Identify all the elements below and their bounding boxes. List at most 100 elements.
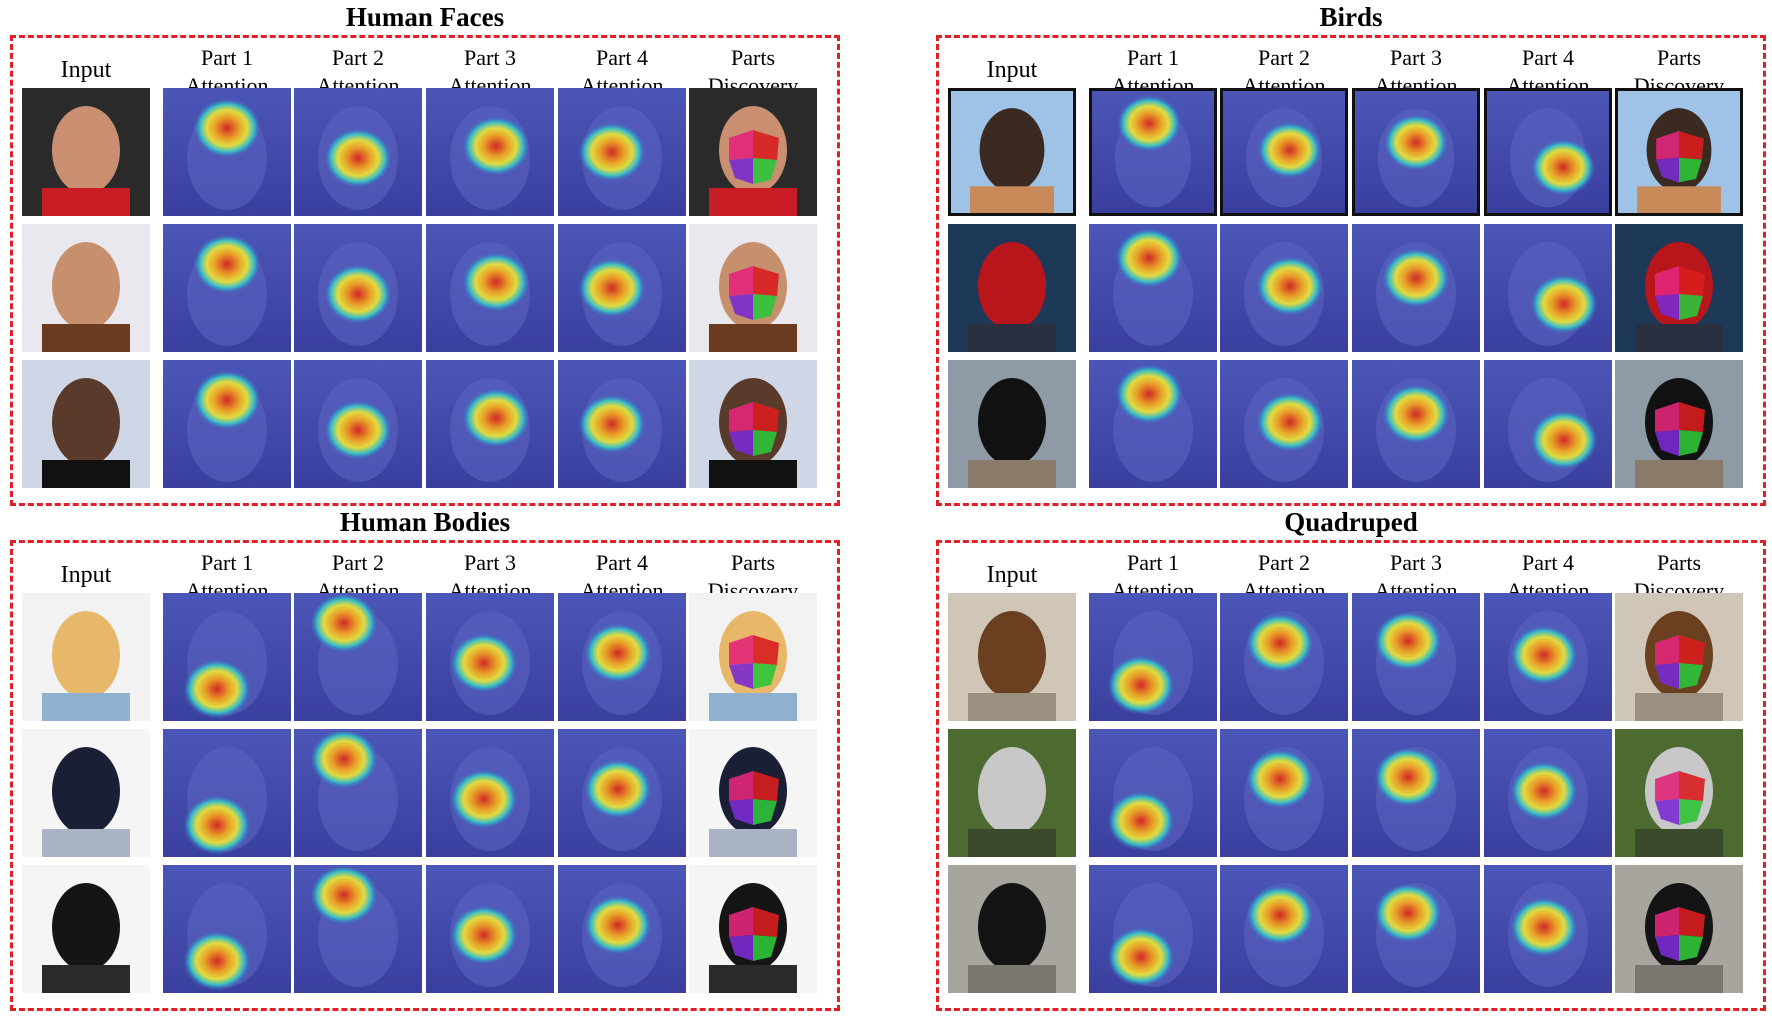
column-header-line: Part 3: [1390, 550, 1442, 575]
part-4-attention-map: [1484, 865, 1612, 993]
input-image: [22, 865, 150, 993]
input-image: [948, 88, 1076, 216]
parts-discovery-image: [1615, 593, 1743, 721]
panel-frame: Input Part 1 Attention Part 2 Attention Part …: [10, 35, 840, 506]
parts-discovery-image: [689, 729, 817, 857]
input-image: [948, 593, 1076, 721]
part-2-attention-map: [1220, 593, 1348, 721]
part-4-attention-map: [1484, 88, 1612, 216]
part-2-attention-map: [294, 593, 422, 721]
part-1-attention-map: [1089, 593, 1217, 721]
parts-discovery-image: [1615, 88, 1743, 216]
column-header-line: Part 1: [1127, 550, 1179, 575]
part-1-attention-map: [163, 729, 291, 857]
parts-discovery-image: [1615, 865, 1743, 993]
parts-discovery-image: [689, 360, 817, 488]
column-header-line: Part 2: [332, 45, 384, 70]
column-header-line: Part 4: [1522, 45, 1574, 70]
panel-title: Human Bodies: [339, 507, 511, 537]
part-2-attention-map: [1220, 865, 1348, 993]
part-3-attention-map: [1352, 593, 1480, 721]
panel-title: Quadruped: [1284, 507, 1418, 537]
panel-quadruped: Quadruped Input Part 1 Attention Part 2 Atte…: [936, 505, 1766, 1011]
part-1-attention-map: [1089, 360, 1217, 488]
part-3-attention-map: [426, 224, 554, 352]
column-header-input: Input: [986, 562, 1038, 588]
input-image: [22, 729, 150, 857]
part-4-attention-map: [558, 729, 686, 857]
part-4-attention-map: [1484, 360, 1612, 488]
part-4-attention-map: [558, 865, 686, 993]
part-2-attention-map: [1220, 224, 1348, 352]
input-image: [22, 88, 150, 216]
part-3-attention-map: [1352, 729, 1480, 857]
part-1-attention-map: [1089, 88, 1217, 216]
input-image: [948, 360, 1076, 488]
part-1-attention-map: [1089, 865, 1217, 993]
parts-discovery-image: [1615, 729, 1743, 857]
column-header-line: Part 2: [1258, 550, 1310, 575]
parts-discovery-image: [689, 224, 817, 352]
panel-title: Human Faces: [345, 2, 505, 32]
part-1-attention-map: [163, 593, 291, 721]
part-1-attention-map: [1089, 729, 1217, 857]
column-header-line: Parts: [731, 45, 775, 70]
part-4-attention-map: [1484, 593, 1612, 721]
column-header-line: Parts: [1657, 45, 1701, 70]
part-3-attention-map: [426, 593, 554, 721]
part-4-attention-map: [558, 593, 686, 721]
part-2-attention-map: [294, 360, 422, 488]
parts-discovery-image: [1615, 224, 1743, 352]
part-2-attention-map: [1220, 729, 1348, 857]
part-3-attention-map: [426, 88, 554, 216]
input-image: [948, 865, 1076, 993]
part-2-attention-map: [294, 224, 422, 352]
part-2-attention-map: [1220, 88, 1348, 216]
panel-frame: Input Part 1 Attention Part 2 Attention Part …: [936, 540, 1766, 1011]
part-4-attention-map: [558, 88, 686, 216]
part-3-attention-map: [1352, 224, 1480, 352]
column-header-input: Input: [60, 562, 112, 588]
column-header-line: Part 1: [1127, 45, 1179, 70]
part-3-attention-map: [1352, 88, 1480, 216]
part-1-attention-map: [163, 224, 291, 352]
column-header-line: Part 4: [596, 45, 648, 70]
column-header-part3: Part 3 Attention: [425, 44, 555, 100]
input-image: [948, 729, 1076, 857]
panel-frame: Input Part 1 Attention Part 2 Attention Part …: [10, 540, 840, 1011]
column-header-line: Parts: [731, 550, 775, 575]
panel-human-faces: Human Faces Input Part 1 Attention Part 2 At…: [10, 0, 840, 506]
part-3-attention-map: [1352, 360, 1480, 488]
input-image: [948, 224, 1076, 352]
column-header-line: Part 1: [201, 45, 253, 70]
column-header-line: Part 3: [464, 550, 516, 575]
input-image: [22, 360, 150, 488]
parts-discovery-image: [689, 593, 817, 721]
part-2-attention-map: [294, 729, 422, 857]
parts-discovery-image: [1615, 360, 1743, 488]
part-1-attention-map: [163, 360, 291, 488]
part-1-attention-map: [1089, 224, 1217, 352]
column-header-input: Input: [986, 57, 1038, 83]
panel-birds: Birds Input Part 1 Attention Part 2 Attentio…: [936, 0, 1766, 506]
parts-discovery-image: [689, 88, 817, 216]
column-header-line: Part 1: [201, 550, 253, 575]
part-3-attention-map: [426, 360, 554, 488]
column-header-line: Part 2: [1258, 45, 1310, 70]
column-header-line: Parts: [1657, 550, 1701, 575]
part-2-attention-map: [294, 865, 422, 993]
part-2-attention-map: [294, 88, 422, 216]
part-4-attention-map: [558, 360, 686, 488]
part-3-attention-map: [426, 729, 554, 857]
part-3-attention-map: [426, 865, 554, 993]
part-2-attention-map: [1220, 360, 1348, 488]
column-header-line: Part 4: [1522, 550, 1574, 575]
input-image: [22, 224, 150, 352]
part-4-attention-map: [1484, 729, 1612, 857]
panel-frame: Input Part 1 Attention Part 2 Attention Part …: [936, 35, 1766, 506]
panel-title: Birds: [1319, 2, 1383, 32]
column-header-line: Part 4: [596, 550, 648, 575]
part-1-attention-map: [163, 88, 291, 216]
column-header-line: Part 3: [1390, 45, 1442, 70]
